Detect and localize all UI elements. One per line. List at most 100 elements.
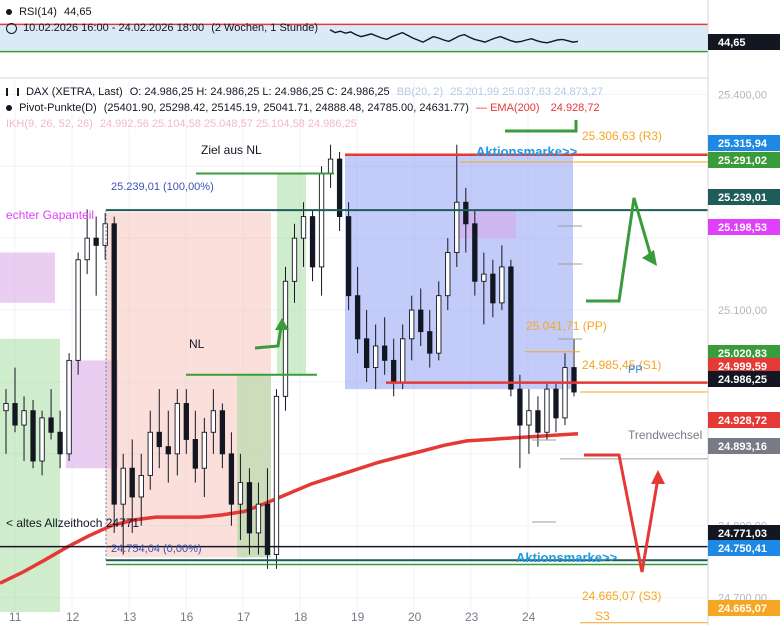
ikh-legend: IKH(9, 26, 52, 26) 24.992,56 25.104,58 2…: [6, 118, 361, 130]
bb-label: BB(20, 2): [396, 86, 444, 98]
candle-up: [39, 417, 45, 462]
date-range: 10.02.2026 16:00 - 24.02.2026 18:00 (2 W…: [6, 22, 322, 34]
y-tick-label: 25.400,00: [718, 89, 767, 101]
candle-up: [3, 403, 9, 412]
candle-up: [562, 367, 568, 419]
candle-up: [373, 345, 379, 369]
candle-down: [517, 388, 523, 426]
candle-down: [336, 158, 343, 218]
price-tag-label: 25.315,94: [718, 138, 768, 150]
candle-up: [120, 467, 126, 505]
ema200-line: [0, 431, 579, 585]
price-tag-label: 24.750,41: [718, 543, 767, 555]
ikh-values: 24.992,56 25.104,58 25.048,57 25.104,58 …: [99, 118, 357, 130]
price-tag: [708, 345, 780, 361]
annotation-label: PP: [628, 364, 643, 376]
candle-up: [327, 158, 334, 174]
ema-label-text: EMA(200): [490, 102, 540, 114]
price-tag: [708, 525, 780, 541]
x-tick-label: 23: [465, 610, 479, 624]
annotation-label: echter Gapanteil: [6, 208, 94, 222]
candle-up: [66, 359, 72, 455]
legend-dot-icon: [6, 9, 12, 16]
candle-down: [93, 237, 99, 246]
price-tag-label: 25.020,83: [718, 348, 767, 360]
candle-up: [436, 295, 442, 354]
level-label: Ziel aus NL: [201, 143, 262, 157]
rsi-legend: RSI(14) 44,65: [6, 6, 96, 18]
zone-green: [0, 338, 60, 612]
price-axis-bg: [708, 0, 780, 625]
candle-down: [111, 223, 117, 505]
price-tag: [708, 412, 780, 428]
ema-value: 24.928,72: [550, 102, 600, 114]
candle-up: [75, 259, 81, 361]
candle-up: [147, 431, 153, 476]
legend-dot-icon: [6, 105, 12, 112]
price-tag: [708, 135, 780, 151]
x-tick-label: 20: [408, 610, 422, 624]
candle-up: [273, 395, 280, 555]
candle-down: [228, 453, 235, 505]
annotation-label: Aktionsmarke>>: [476, 144, 578, 159]
ikh-label: IKH(9, 26, 52, 26): [6, 118, 93, 130]
candle-down: [427, 331, 433, 354]
x-tick-label: 18: [294, 610, 308, 624]
candle-down: [48, 417, 54, 433]
zone-purple: [460, 209, 516, 239]
green-path-top: [505, 120, 578, 133]
price-tag: [708, 152, 780, 168]
pivot-label: Pivot-Punkte(D): [19, 102, 97, 114]
x-tick-label: 13: [123, 610, 137, 624]
price-tag-label: 24.665,07: [718, 603, 767, 615]
candle-down: [246, 482, 253, 534]
x-tick-label: 19: [351, 610, 365, 624]
arrowhead-icon: [275, 318, 289, 330]
candle-up: [526, 410, 532, 426]
candle-up: [174, 403, 180, 455]
candle-up: [237, 482, 244, 505]
bb-values: 25.201,99 25.037,63 24.873,27: [450, 86, 604, 98]
price-tag-label: 24.999,59: [718, 361, 767, 373]
candle-down: [264, 503, 271, 555]
rsi-pane[interactable]: 100,000,00: [0, 0, 780, 80]
candle-up: [138, 474, 144, 498]
zone-purple: [66, 360, 118, 469]
green-projection: [586, 197, 654, 303]
x-tick-label: 12: [66, 610, 80, 624]
candle-up: [318, 173, 325, 268]
rsi-title: RSI(14): [19, 6, 57, 18]
candle-up: [84, 237, 90, 261]
ema-label: — EMA(200): [476, 102, 540, 114]
candle-down: [508, 266, 514, 390]
candle-down: [354, 295, 361, 340]
candle-up: [499, 266, 505, 304]
candle-down: [363, 338, 370, 369]
date-range-note: (2 Wochen, 1 Stunde): [211, 22, 318, 34]
arrowhead-icon: [642, 250, 657, 266]
candle-down: [156, 431, 162, 448]
price-tag-label: 44,65: [718, 37, 746, 49]
price-tag: [708, 34, 780, 50]
candle-up: [481, 273, 487, 282]
zone-purple: [0, 252, 55, 303]
annotation-label: 25.041,71 (PP): [526, 319, 607, 333]
price-tag: [708, 189, 780, 205]
candle-down: [57, 431, 63, 455]
price-tag-label: 25.291,02: [718, 155, 767, 167]
candle-down: [192, 439, 198, 469]
rsi-series-line: [329, 29, 579, 44]
candle-down: [219, 410, 226, 455]
candle-up: [102, 223, 108, 246]
x-tick-label: 24: [522, 610, 536, 624]
candle-up: [282, 280, 289, 397]
candle-down: [345, 216, 352, 297]
price-tag-label: 24.986,25: [718, 374, 767, 386]
price-tag: [708, 371, 780, 387]
price-tag-label: 24.771,03: [718, 528, 767, 540]
price-tag-label: 24.928,72: [718, 415, 767, 427]
price-tag-label: 25.239,01: [718, 192, 767, 204]
y-tick-label: 25.100,00: [718, 305, 767, 317]
